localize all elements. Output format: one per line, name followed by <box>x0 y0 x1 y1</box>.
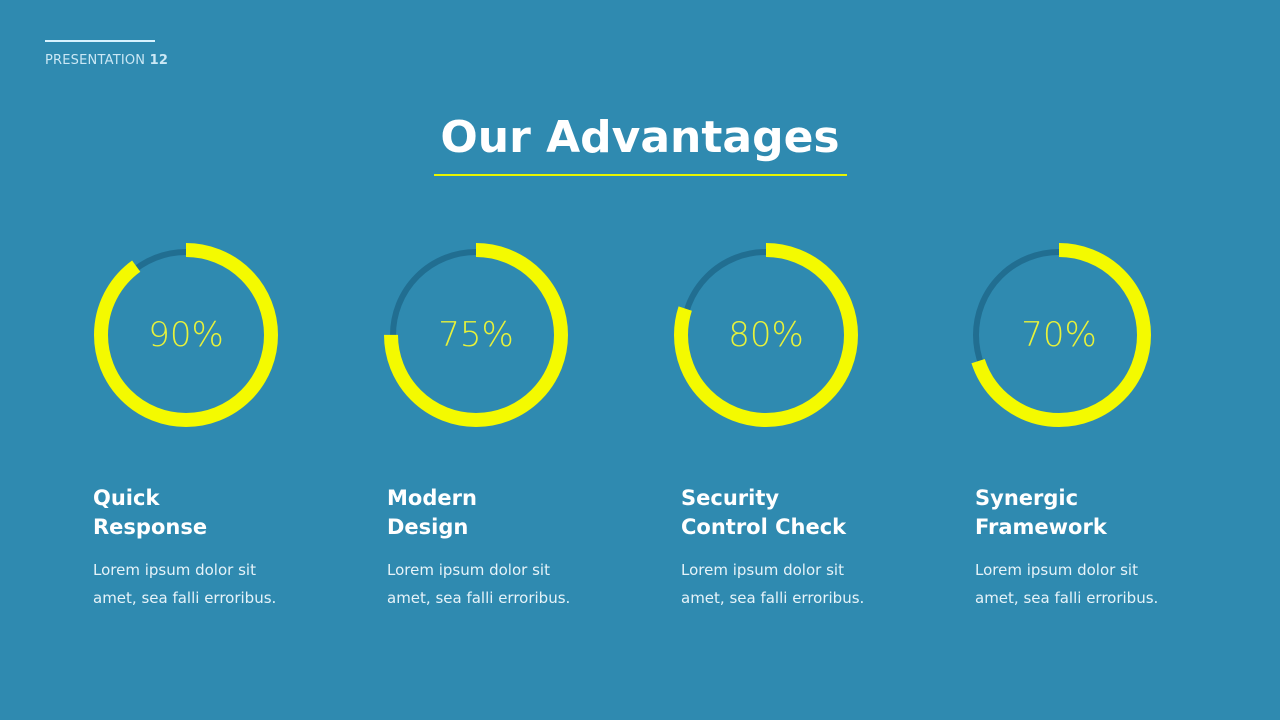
presentation-label: PRESENTATION 12 <box>45 53 168 68</box>
progress-ring: 80% <box>671 240 861 430</box>
percent-label: 80% <box>728 315 804 355</box>
advantage-description: Lorem ipsum dolor sit amet, sea falli er… <box>93 561 277 607</box>
advantage-description: Lorem ipsum dolor sit amet, sea falli er… <box>387 561 571 607</box>
advantage-card: Synergic Framework Lorem ipsum dolor sit… <box>975 484 1205 612</box>
ring-progress <box>384 243 568 427</box>
ring-progress <box>674 243 858 427</box>
header-rule <box>45 40 155 42</box>
percent-label: 75% <box>438 315 514 355</box>
advantage-card: Quick Response Lorem ipsum dolor sit ame… <box>93 484 323 612</box>
progress-ring: 75% <box>381 240 571 430</box>
page-title: Our Advantages <box>440 112 840 163</box>
progress-ring: 70% <box>964 240 1154 430</box>
ring-progress <box>94 243 278 427</box>
presentation-text: PRESENTATION <box>45 53 146 68</box>
percent-label: 90% <box>148 315 224 355</box>
percent-label: 70% <box>1021 315 1097 355</box>
advantage-description: Lorem ipsum dolor sit amet, sea falli er… <box>681 561 865 607</box>
ring-progress <box>967 243 1151 427</box>
advantage-heading: Modern Design <box>387 486 477 539</box>
advantage-description: Lorem ipsum dolor sit amet, sea falli er… <box>975 561 1159 607</box>
progress-ring: 90% <box>91 240 281 430</box>
title-underline <box>434 174 847 176</box>
advantage-card: Security Control Check Lorem ipsum dolor… <box>681 484 911 612</box>
advantage-heading: Quick Response <box>93 486 208 539</box>
advantage-heading: Synergic Framework <box>975 486 1107 539</box>
advantage-card: Modern Design Lorem ipsum dolor sit amet… <box>387 484 617 612</box>
presentation-number: 12 <box>149 53 169 68</box>
advantage-heading: Security Control Check <box>681 486 847 539</box>
